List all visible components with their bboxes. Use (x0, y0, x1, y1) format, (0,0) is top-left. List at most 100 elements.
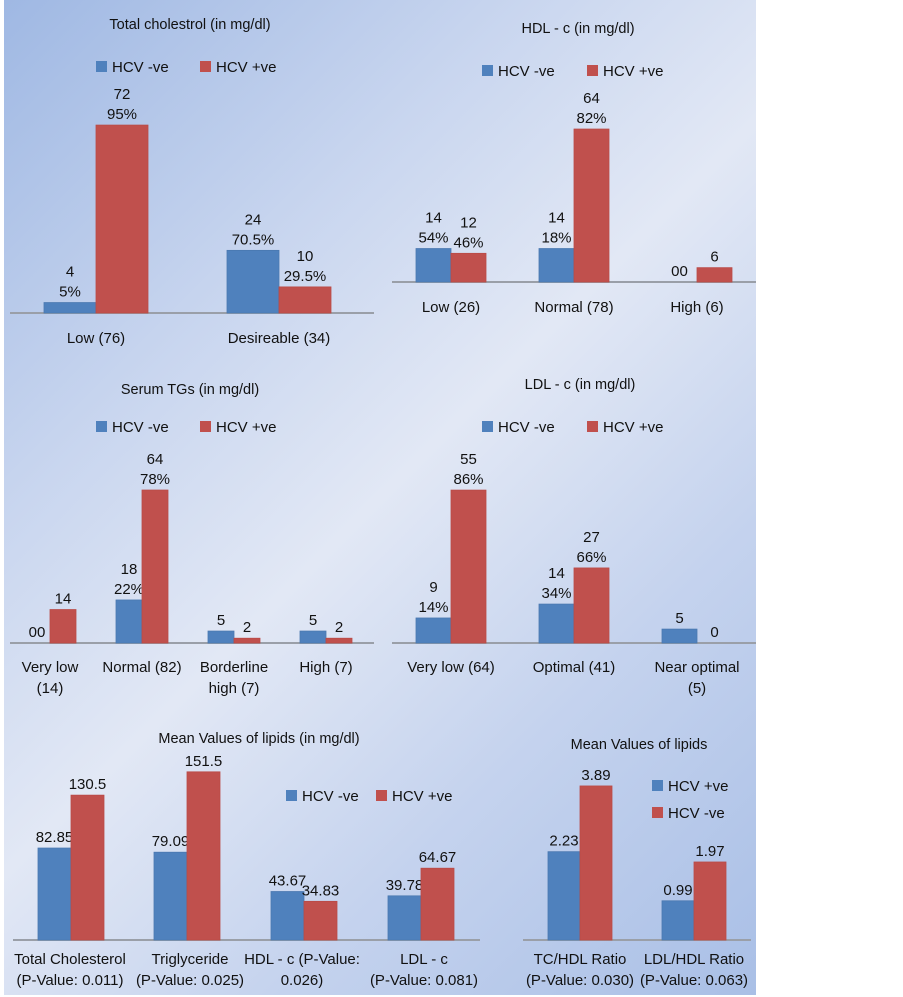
chart-title: Serum TGs (in mg/dl) (121, 382, 259, 398)
legend-label: HCV +ve (216, 419, 276, 436)
bar-series-b (579, 785, 613, 941)
bar-series-a (37, 847, 72, 941)
category-label: (P-Value: 0.011) (17, 972, 124, 989)
legend-label: HCV +ve (603, 419, 663, 436)
bar-series-b (49, 609, 77, 644)
category-label: Total Cholesterol (14, 951, 126, 968)
data-label: 5 (217, 612, 225, 629)
chart-mean-lipids: Mean Values of lipids (in mg/dl)HCV -ve H… (13, 731, 480, 989)
legend-swatch-blue (286, 790, 297, 801)
bar-series-a (207, 630, 235, 644)
data-label: 29.5% (284, 268, 327, 285)
data-label: 14% (418, 599, 448, 616)
data-label: 9 (429, 579, 437, 596)
data-label: 18% (541, 230, 571, 247)
legend-label: HCV -ve (498, 419, 555, 436)
data-label: 2.23 (549, 833, 578, 850)
legend-label: HCV +ve (603, 63, 663, 80)
category-label: Near optimal (654, 659, 739, 676)
data-label: 22% (114, 581, 144, 598)
category-label: Low (26) (422, 299, 480, 316)
data-label: 64 (583, 90, 600, 107)
data-label: 1.97 (695, 843, 724, 860)
data-label: 5 (675, 610, 683, 627)
category-label: (P-Value: 0.025) (136, 972, 244, 989)
legend-label: HCV +ve (216, 59, 276, 76)
bar-series-b (278, 286, 332, 314)
chart-title: HDL - c (in mg/dl) (521, 21, 634, 37)
legend-label: HCV -ve (668, 805, 725, 822)
legend-label: HCV -ve (302, 788, 359, 805)
legend: HCV -ve HCV +ve (96, 59, 276, 76)
data-label: 12 (460, 214, 477, 231)
bar-series-a (661, 628, 698, 644)
bar-series-a (115, 599, 143, 644)
data-label: 34.83 (302, 882, 340, 899)
bar-series-a (270, 891, 305, 941)
data-label: 82% (576, 110, 606, 127)
data-label: 00 (671, 263, 688, 280)
data-label: 18 (121, 561, 138, 578)
charts-canvas: Total cholestrol (in mg/dl)HCV -ve HCV +v… (10, 17, 756, 989)
data-label: 14 (55, 591, 72, 608)
category-label: 0.026) (281, 972, 324, 989)
chart-serum-tgs: Serum TGs (in mg/dl) HCV -ve HCV +ve 00 14 Ve… (10, 382, 374, 697)
category-label: Low (76) (67, 330, 125, 347)
data-label: 64.67 (419, 849, 457, 866)
legend-swatch-blue (652, 780, 663, 791)
legend-label: HCV +ve (392, 788, 452, 805)
data-label: 70.5% (232, 231, 275, 248)
category-label: (P-Value: 0.063) (640, 972, 748, 989)
category-label: Normal (78) (534, 299, 613, 316)
category-label: Normal (82) (102, 659, 181, 676)
category-label: (14) (37, 680, 64, 697)
category-label: LDL/HDL Ratio (644, 951, 744, 968)
data-label: 5 (309, 612, 317, 629)
category-label: High (6) (670, 299, 723, 316)
category-label: (P-Value: 0.030) (526, 972, 634, 989)
data-label: 130.5 (69, 776, 107, 793)
bar-series-a (153, 851, 188, 941)
bar-series-a (538, 603, 575, 644)
figure-background: Total cholestrol (in mg/dl) HCV -ve HCV +v… (4, 0, 756, 995)
bar-series-b (303, 900, 338, 941)
data-label: 3.89 (581, 767, 610, 784)
data-label: 54% (418, 230, 448, 247)
category-label: (P-Value: 0.081) (370, 972, 478, 989)
data-label: 55 (460, 451, 477, 468)
chart-mean-ratios: Mean Values of lipids HCV +ve HCV -ve 2.23 3… (523, 737, 751, 989)
category-label: HDL - c (P-Value: (244, 951, 360, 968)
legend-label: HCV -ve (112, 59, 169, 76)
bar-series-b (141, 489, 169, 644)
bar-series-a (226, 249, 280, 314)
legend-swatch-blue (482, 65, 493, 76)
legend-swatch-red (587, 65, 598, 76)
legend: HCV -ve HCV +ve (96, 419, 276, 436)
bar-series-b (95, 124, 149, 314)
data-label: 79.09 (152, 833, 190, 850)
data-label: 14 (548, 565, 565, 582)
data-label: 2 (335, 619, 343, 636)
category-label: high (7) (209, 680, 260, 697)
bar-series-b (325, 637, 353, 644)
data-label: 0.99 (663, 882, 692, 899)
category-label: Borderline (200, 659, 268, 676)
data-label: 0 (710, 624, 718, 641)
data-label: 64 (147, 451, 164, 468)
data-label: 39.78 (386, 877, 424, 894)
legend-swatch-red (200, 421, 211, 432)
chart-hdl-c: HDL - c (in mg/dl) HCV -ve HCV +ve 14 54% 12 4… (392, 21, 756, 316)
legend: HCV -ve HCV +ve (286, 788, 452, 805)
category-label: Desireable (34) (228, 330, 331, 347)
bar-series-b (233, 637, 261, 644)
bar-series-b (573, 567, 610, 644)
chart-ldl-c: LDL - c (in mg/dl) HCV -ve HCV +ve 9 14% 55 86… (392, 377, 756, 697)
data-label: 78% (140, 471, 170, 488)
data-label: 2 (243, 619, 251, 636)
category-label: Triglyceride (152, 951, 229, 968)
data-label: 14 (425, 210, 442, 227)
data-label: 43.67 (269, 873, 307, 890)
legend-swatch-blue (482, 421, 493, 432)
data-label: 5% (59, 284, 81, 301)
bar-series-a (547, 851, 581, 941)
